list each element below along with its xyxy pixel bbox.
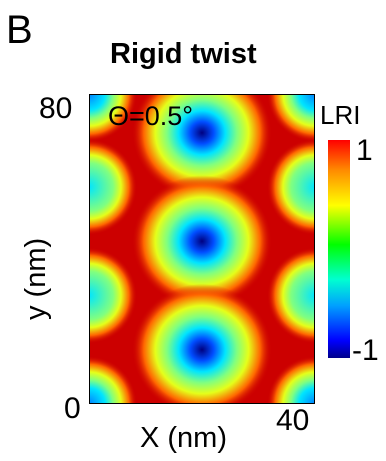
y-tick-label-0: 0 xyxy=(64,392,81,425)
twist-angle-annotation: Θ=0.5° xyxy=(108,101,194,131)
heatmap-minimum xyxy=(89,139,137,235)
heatmap-minimum xyxy=(132,175,272,308)
heatmap-minimum xyxy=(89,247,137,344)
heatmap-plot xyxy=(89,94,315,404)
heatmap-minimum xyxy=(267,247,315,344)
heatmap-minimum xyxy=(132,283,272,404)
panel-letter: B xyxy=(6,8,33,52)
y-tick-label-80: 80 xyxy=(39,92,73,125)
x-axis-label: X (nm) xyxy=(140,422,227,454)
x-tick-label-40: 40 xyxy=(276,404,310,437)
heatmap-minimum xyxy=(267,356,315,404)
heatmap-minimum xyxy=(89,356,137,404)
heatmap-minimum xyxy=(132,94,272,199)
chart-title: Rigid twist xyxy=(110,38,257,70)
heatmap-minimum xyxy=(267,94,315,142)
colorbar-title: LRI xyxy=(320,100,361,130)
colorbar-max-label: 1 xyxy=(356,134,373,167)
plot-frame xyxy=(89,94,315,404)
heatmap-minimum xyxy=(267,139,315,235)
heatmap-minimum xyxy=(89,94,137,142)
colorbar-min-label: -1 xyxy=(352,334,379,367)
y-axis-label: y (nm) xyxy=(20,237,52,320)
colorbar xyxy=(328,140,350,358)
